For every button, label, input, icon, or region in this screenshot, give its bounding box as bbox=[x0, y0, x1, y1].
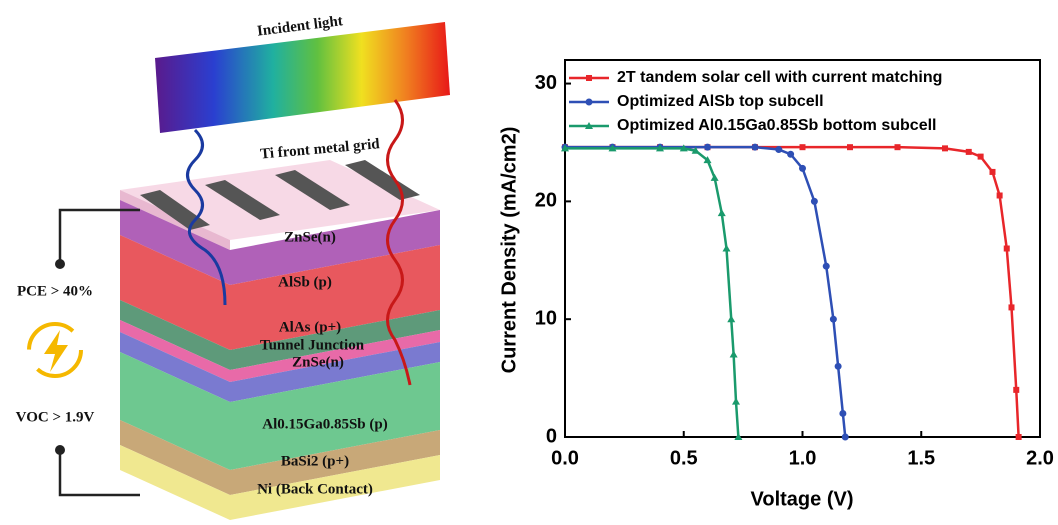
marker bbox=[711, 174, 719, 181]
marker bbox=[811, 198, 818, 205]
marker bbox=[752, 144, 759, 151]
marker bbox=[823, 263, 830, 270]
layer-label: Ni (Back Contact) bbox=[257, 481, 373, 497]
jv-chart: Voltage (V) Current Density (mA/cm2) 0.0… bbox=[498, 60, 1054, 510]
spectrum bbox=[155, 22, 450, 133]
layer-label: AlAs (p+) bbox=[279, 319, 341, 335]
marker bbox=[775, 146, 782, 153]
marker bbox=[978, 154, 984, 160]
marker bbox=[704, 144, 711, 151]
marker bbox=[730, 351, 738, 358]
layer-label: Tunnel Junction bbox=[260, 337, 365, 353]
legend-marker bbox=[586, 99, 593, 106]
layer-label: ZnSe(n) bbox=[292, 354, 344, 370]
marker bbox=[1009, 304, 1015, 310]
pce-label: PCE > 40% bbox=[17, 283, 93, 299]
terminal bbox=[55, 445, 65, 455]
marker bbox=[1004, 246, 1010, 252]
marker bbox=[990, 169, 996, 175]
marker bbox=[942, 145, 948, 151]
marker bbox=[800, 144, 806, 150]
marker bbox=[718, 209, 726, 216]
x-tick-label: 0.5 bbox=[670, 447, 698, 469]
incident-light-label: Incident light bbox=[256, 13, 344, 39]
marker bbox=[727, 315, 735, 322]
legend-label: Optimized Al0.15Ga0.85Sb bottom subcell bbox=[617, 117, 936, 134]
marker bbox=[895, 144, 901, 150]
device-diagram: Incident light Ti front metal grid ZnSe(… bbox=[16, 13, 450, 520]
marker bbox=[847, 144, 853, 150]
marker bbox=[787, 151, 794, 158]
x-tick-label: 0.0 bbox=[551, 447, 579, 469]
marker bbox=[723, 245, 731, 252]
marker bbox=[799, 165, 806, 172]
x-tick-label: 1.5 bbox=[907, 447, 935, 469]
layer-label: Al0.15Ga0.85Sb (p) bbox=[262, 416, 387, 432]
marker bbox=[842, 434, 849, 441]
y-tick-label: 10 bbox=[535, 307, 557, 329]
y-axis-title: Current Density (mA/cm2) bbox=[498, 127, 520, 374]
layer-label: AlSb (p) bbox=[278, 274, 332, 290]
marker bbox=[1016, 434, 1022, 440]
y-tick-label: 30 bbox=[535, 72, 557, 94]
y-tick-label: 20 bbox=[535, 190, 557, 212]
series-line bbox=[565, 148, 738, 437]
marker bbox=[839, 410, 846, 417]
voc-label: VOC > 1.9V bbox=[16, 409, 95, 425]
grid-label: Ti front metal grid bbox=[260, 136, 381, 162]
x-tick-label: 2.0 bbox=[1026, 447, 1054, 469]
marker bbox=[966, 149, 972, 155]
legend-label: 2T tandem solar cell with current matchi… bbox=[617, 69, 942, 86]
marker bbox=[830, 316, 837, 323]
page: {"diagram": { "incident_light": "Inciden… bbox=[0, 0, 1058, 525]
layer-label: ZnSe(n) bbox=[284, 229, 336, 245]
figure: Incident light Ti front metal grid ZnSe(… bbox=[0, 0, 1058, 525]
legend-label: Optimized AlSb top subcell bbox=[617, 93, 824, 110]
marker bbox=[997, 192, 1003, 198]
marker bbox=[835, 363, 842, 370]
series-line bbox=[565, 147, 845, 437]
lightning-icon bbox=[44, 330, 68, 372]
marker bbox=[1013, 387, 1019, 393]
terminal bbox=[55, 259, 65, 269]
marker bbox=[732, 398, 740, 405]
x-tick-label: 1.0 bbox=[789, 447, 817, 469]
y-tick-label: 0 bbox=[546, 425, 557, 447]
legend-marker bbox=[586, 75, 592, 81]
x-axis-title: Voltage (V) bbox=[751, 488, 854, 510]
series-line bbox=[565, 147, 1019, 437]
layer-label: BaSi2 (p+) bbox=[281, 453, 349, 469]
